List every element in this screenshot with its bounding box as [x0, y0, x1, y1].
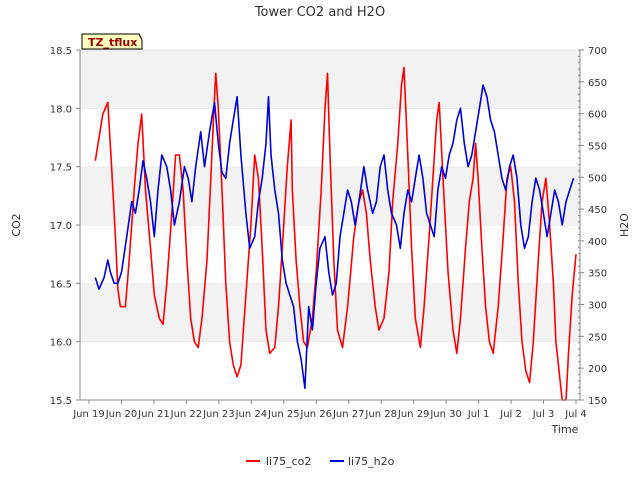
x-tick-label: Jun 30	[429, 409, 462, 420]
y-tick-label-right: 400	[588, 237, 607, 248]
x-tick-label: Jun 19	[72, 409, 105, 420]
series-line-li75_co2	[94, 66, 577, 401]
series-line-li75_h2o	[94, 84, 575, 390]
legend-label-co2: li75_co2	[266, 455, 311, 468]
x-tick-label: Jun 26	[300, 409, 333, 420]
y-tick-label-left: 18.5	[50, 46, 72, 57]
x-tick-label: Jun 24	[235, 409, 268, 420]
x-tick-label: Jun 28	[364, 409, 397, 420]
x-tick-label: Jun 29	[397, 409, 430, 420]
x-tick-label: Jul 4	[564, 409, 587, 420]
y-tick-label-right: 300	[588, 301, 607, 312]
band	[80, 341, 580, 400]
y-tick-label-right: 500	[588, 173, 607, 184]
band	[80, 225, 580, 284]
y-tick-label-right: 200	[588, 364, 607, 375]
y-axis-label-left: CO2	[10, 213, 23, 236]
x-tick-label: Jul 2	[499, 409, 522, 420]
x-ticks: Jun 19 Jun 20 Jun 21 Jun 22 Jun 23 Jun 24 Jun …	[72, 400, 587, 420]
y-tick-label-left: 15.5	[50, 396, 72, 407]
y-tick-label-right: 250	[588, 332, 607, 343]
x-axis-label: Time	[551, 423, 579, 436]
x-tick-label: Jun 22	[170, 409, 203, 420]
y-tick-label-right: 550	[588, 141, 607, 152]
x-tick-label: Jun 21	[137, 409, 170, 420]
y-tick-label-left: 16.5	[50, 279, 72, 290]
x-tick-label: Jun 25	[267, 409, 300, 420]
band	[80, 50, 580, 109]
y-tick-label-left: 18.0	[50, 104, 72, 115]
band	[80, 283, 580, 342]
y-tick-label-left: 16.0	[50, 338, 72, 349]
x-tick-label: Jun 23	[202, 409, 235, 420]
y-tick-label-right: 150	[588, 396, 607, 407]
x-tick-label: Jun 20	[105, 409, 138, 420]
y-tick-label-right: 350	[588, 269, 607, 280]
y-tick-label-right: 600	[588, 110, 607, 121]
x-tick-label: Jul 1	[467, 409, 490, 420]
y-tick-label-right: 450	[588, 205, 607, 216]
x-tick-label: Jun 27	[332, 409, 365, 420]
y-ticks-right: 150 200 250 300 350 400 450 500 550 600 650 700	[578, 46, 607, 407]
chart-title: Tower CO2 and H2O	[254, 5, 385, 20]
y-tick-label-left: 17.5	[50, 163, 72, 174]
y-tick-label-left: 17.0	[50, 221, 72, 232]
y-ticks-left: 15.5 16.0 16.5 17.0 17.5 18.0 18.5	[50, 46, 80, 407]
series-lines	[94, 66, 577, 401]
legend-label-h2o: li75_h2o	[348, 455, 395, 468]
legend: li75_co2 li75_h2o	[246, 455, 395, 468]
x-tick-label: Jul 3	[532, 409, 555, 420]
y-tick-label-right: 700	[588, 46, 607, 57]
y-axis-label-right: H2O	[618, 213, 631, 237]
site-label-box: TZ_tflux	[81, 33, 143, 50]
site-label: TZ_tflux	[88, 36, 137, 49]
y-tick-label-right: 650	[588, 78, 607, 89]
